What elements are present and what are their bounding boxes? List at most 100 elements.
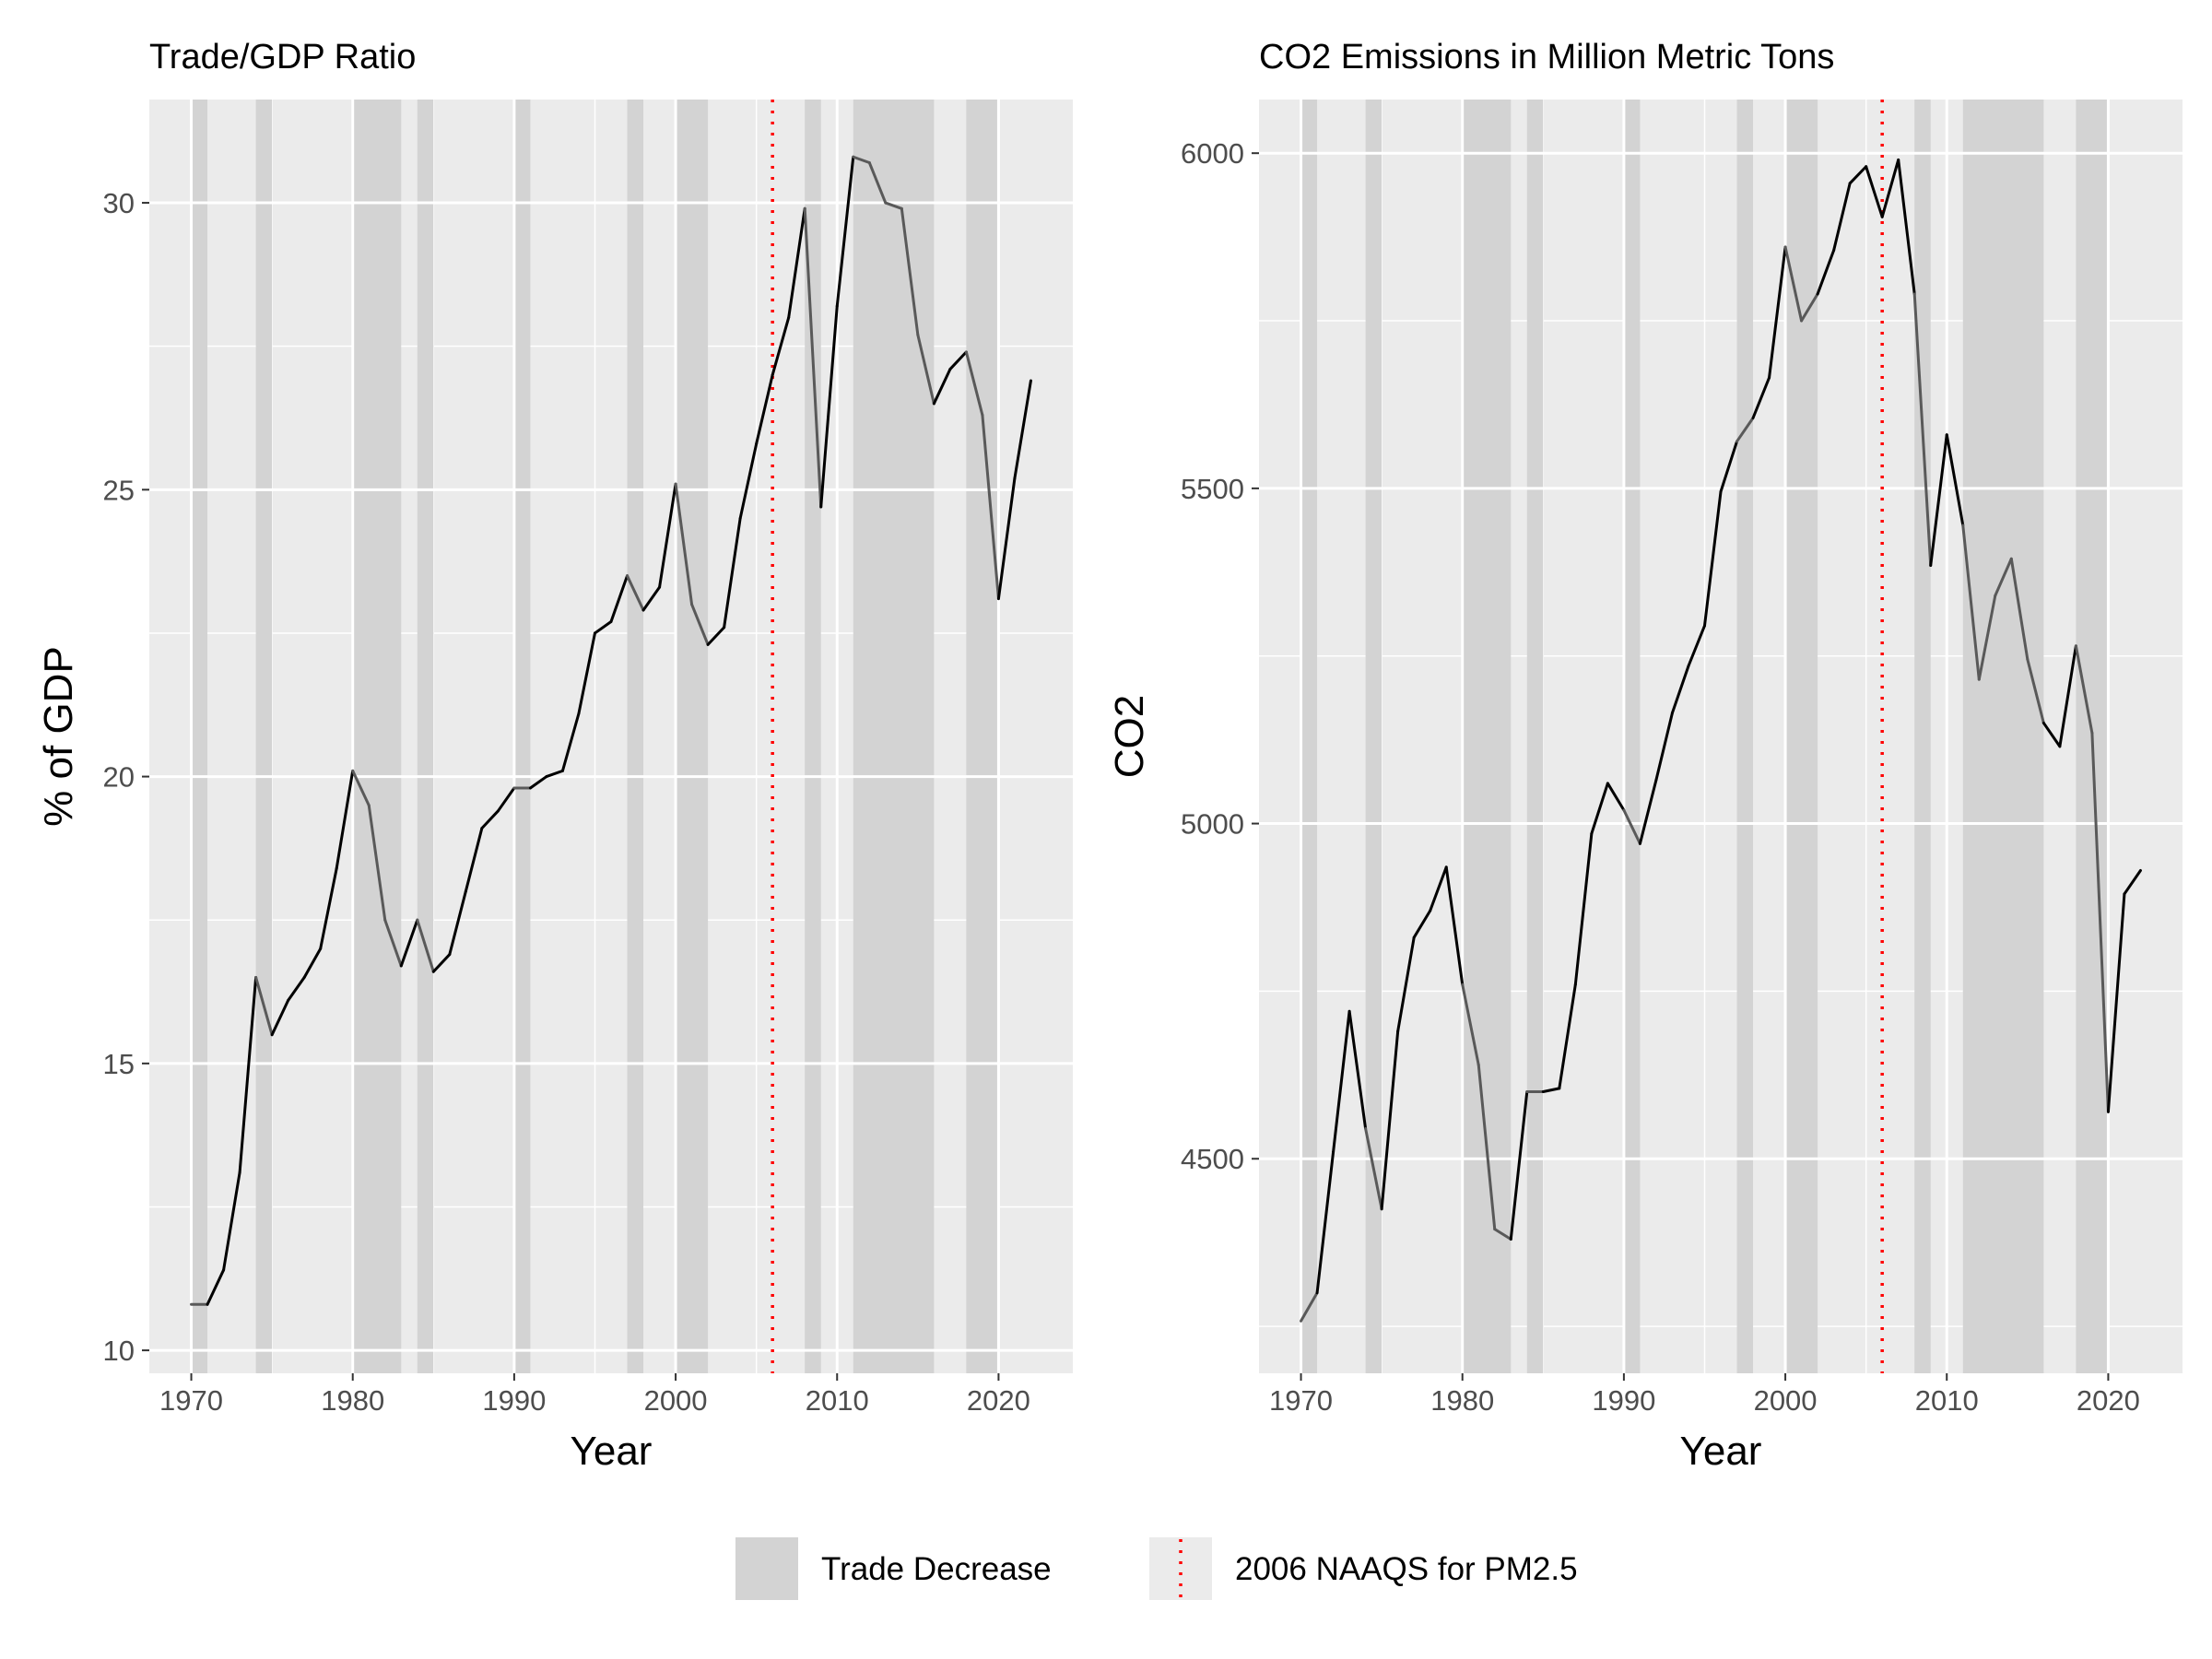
co2-line-segment — [1945, 433, 1965, 527]
trade-gdp-trade-decrease-band — [805, 100, 821, 1373]
trade-gdp-line-segment — [674, 482, 694, 606]
trade-gdp-y-tick-label: 10 — [103, 1335, 135, 1367]
trade-gdp-y-tick-label: 25 — [103, 474, 135, 506]
trade-gdp-line-segment — [222, 1171, 241, 1272]
trade-gdp-trade-decrease-band — [255, 100, 273, 1373]
trade-gdp-trade-decrease-band — [627, 100, 644, 1373]
legend-label-trade-decrease: Trade Decrease — [821, 1551, 1052, 1587]
co2-line-segment — [1606, 782, 1626, 812]
trade-gdp-line-segment — [254, 975, 274, 1037]
co2-line-segment — [1897, 158, 1916, 296]
co2-line-segment — [1300, 1291, 1319, 1323]
co2-line-segment — [1816, 249, 1836, 296]
co2-line-segment — [2041, 721, 2062, 748]
co2-line-segment — [1541, 1087, 1561, 1094]
trade-gdp-line-segment — [981, 413, 1000, 601]
co2-line-segment — [1315, 1150, 1335, 1295]
trade-gdp-y-axis: 10 15 20 25 30 — [103, 187, 149, 1367]
trade-gdp-line-segment — [335, 769, 355, 870]
trade-gdp-line-segment — [884, 201, 903, 210]
trade-gdp-line-segment — [464, 827, 484, 893]
trade-gdp-x-axis: 1970 1980 1990 2000 2010 2020 — [159, 1373, 1030, 1417]
co2-line-segment — [1493, 1228, 1512, 1241]
co2-x-tick-label: 2010 — [1915, 1384, 1979, 1417]
trade-gdp-line-segment — [641, 585, 662, 612]
trade-gdp-line-segment — [787, 206, 806, 320]
co2-line-segment — [1477, 1063, 1497, 1231]
trade-gdp-line-segment — [1013, 379, 1032, 480]
co2-trade-decrease-band — [1462, 100, 1512, 1373]
co2-trade-decrease-band — [1526, 100, 1544, 1373]
trade-gdp-line-segment — [560, 712, 581, 772]
co2-line-segment — [1670, 665, 1690, 715]
co2-line-segment — [1848, 165, 1868, 185]
co2-line-segment — [1687, 624, 1706, 668]
trade-gdp-line-segment — [416, 918, 435, 973]
co2-line-segment — [1751, 376, 1771, 419]
trade-gdp-trade-decrease-band — [676, 100, 709, 1373]
trade-gdp-line-segment — [448, 889, 467, 957]
trade-gdp-line-segment — [996, 477, 1017, 601]
trade-gdp-line-segment — [658, 482, 677, 589]
trade-gdp-x-tick-label: 2000 — [644, 1384, 708, 1417]
co2-trade-decrease-band — [1623, 100, 1641, 1373]
trade-gdp-panel: Trade/GDP Ratio 10 15 20 25 30 1970 1980 1990 2… — [36, 38, 1073, 1474]
co2-line-segment — [2026, 657, 2045, 724]
trade-gdp-line-segment — [706, 626, 726, 646]
co2-line-segment — [1961, 524, 1981, 681]
trade-gdp-line-segment — [287, 975, 306, 1002]
trade-gdp-y-tick-label: 20 — [103, 761, 135, 794]
trade-gdp-line-segment — [803, 206, 823, 509]
co2-line-segment — [1429, 865, 1448, 912]
trade-gdp-line-segment — [577, 631, 596, 715]
co2-line-segment — [2090, 731, 2110, 1113]
co2-line-segment — [1880, 158, 1900, 218]
co2-plot-background — [1259, 100, 2183, 1373]
trade-gdp-line-segment — [755, 373, 774, 446]
co2-major-grid — [1259, 100, 2183, 1373]
trade-gdp-series-line — [190, 155, 1032, 1306]
trade-gdp-x-tick-label: 1990 — [482, 1384, 546, 1417]
trade-gdp-line-segment — [496, 786, 516, 813]
trade-gdp-line-segment — [771, 316, 791, 377]
co2-series-line — [1300, 158, 2142, 1323]
co2-trade-decrease-band — [1365, 100, 1382, 1373]
co2-line-segment — [1638, 778, 1658, 845]
trade-gdp-shaded-periods — [191, 100, 999, 1373]
co2-y-tick-label: 6000 — [1181, 137, 1244, 170]
co2-line-segment — [2123, 868, 2142, 896]
trade-gdp-x-axis-label: Year — [571, 1429, 653, 1474]
trade-gdp-line-segment — [238, 975, 258, 1174]
co2-line-segment — [2009, 557, 2030, 661]
co2-line-segment — [1800, 292, 1819, 323]
co2-line-segment — [1332, 1009, 1351, 1154]
trade-gdp-line-segment — [609, 574, 629, 623]
trade-gdp-y-axis-label: % of GDP — [36, 646, 81, 827]
trade-gdp-x-tick-label: 2010 — [806, 1384, 869, 1417]
co2-line-segment — [1444, 865, 1465, 986]
co2-line-segment — [1412, 909, 1432, 939]
legend: Trade Decrease 2006 NAAQS for PM2.5 — [735, 1537, 1578, 1600]
legend-key-line-background — [1149, 1537, 1212, 1600]
legend-key-shade — [735, 1537, 798, 1600]
co2-line-segment — [1654, 712, 1674, 782]
trade-gdp-line-segment — [367, 804, 387, 922]
co2-line-segment — [1573, 831, 1594, 986]
trade-gdp-x-tick-label: 2020 — [967, 1384, 1030, 1417]
trade-gdp-trade-decrease-band — [966, 100, 999, 1373]
trade-gdp-line-segment — [319, 866, 338, 950]
co2-trade-decrease-band — [1914, 100, 1931, 1373]
co2-trade-decrease-band — [1785, 100, 1818, 1373]
co2-line-segment — [1509, 1090, 1529, 1241]
co2-line-segment — [1768, 245, 1787, 380]
co2-trade-decrease-band — [1962, 100, 2044, 1373]
co2-line-segment — [1590, 782, 1609, 835]
co2-y-tick-label: 4500 — [1181, 1143, 1244, 1175]
co2-panel: CO2 Emissions in Million Metric Tons 450… — [1107, 38, 2183, 1474]
co2-line-segment — [1783, 245, 1804, 323]
co2-line-segment — [1977, 594, 1997, 681]
trade-gdp-y-tick-label: 30 — [103, 187, 135, 219]
co2-line-segment — [1622, 808, 1641, 845]
trade-gdp-line-segment — [302, 947, 323, 979]
trade-gdp-line-segment — [723, 516, 742, 629]
